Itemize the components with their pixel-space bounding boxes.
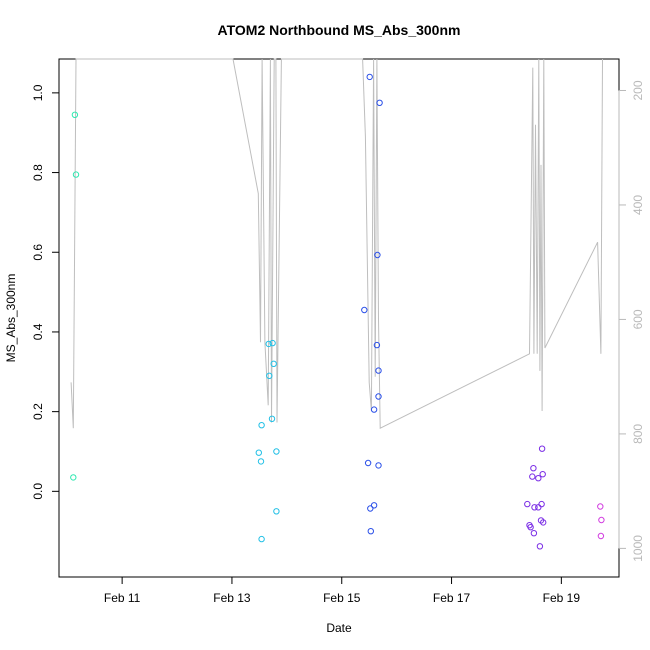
data-point: [370, 502, 378, 509]
y-tick-label: 1.0: [31, 84, 45, 101]
x-tick-label: Feb 19: [543, 591, 581, 605]
y-tick-label: 0.4: [31, 323, 45, 340]
data-point: [530, 465, 537, 472]
x-tick-label: Feb 17: [433, 591, 471, 605]
data-point: [269, 339, 276, 347]
data-point: [266, 372, 273, 379]
x-tick-label: Feb 15: [323, 591, 361, 605]
data-point: [597, 503, 604, 510]
data-point: [376, 99, 383, 107]
data-point: [538, 500, 545, 508]
data-point: [367, 505, 374, 512]
x-axis: Feb 11 Feb 13 Feb 15 Feb 17 Feb 19: [104, 576, 581, 605]
data-point: [538, 445, 546, 452]
x-axis-label: Date: [326, 621, 352, 635]
data-point: [258, 535, 265, 543]
data-point: [273, 448, 280, 455]
data-point: [527, 524, 534, 531]
data-point: [361, 306, 368, 314]
data-point: [255, 449, 262, 456]
y2-tick-label: 800: [631, 424, 645, 444]
data-point: [530, 530, 538, 537]
data-point: [72, 171, 80, 178]
data-point: [536, 543, 544, 550]
data-point: [375, 367, 382, 374]
data-point: [71, 111, 79, 119]
data-point: [540, 519, 547, 526]
y-tick-label: 0.0: [31, 483, 45, 500]
data-point: [367, 528, 374, 535]
data-point: [273, 508, 280, 515]
data-point: [598, 516, 605, 524]
x-tick-label: Feb 11: [104, 591, 141, 605]
data-point: [364, 459, 372, 467]
data-point: [375, 462, 382, 469]
chart-title: ATOM2 Northbound MS_Abs_300nm: [218, 22, 461, 38]
y-axis: 0.0 0.2 0.4 0.6 0.8 1.0: [31, 84, 60, 500]
secondary-y-axis: 200 400 600 800 1000: [618, 80, 645, 562]
data-point: [531, 504, 538, 511]
data-point: [373, 341, 381, 349]
data-point: [529, 473, 536, 480]
data-points: [70, 73, 605, 550]
secondary-series-line: [70, 58, 603, 430]
data-point: [535, 475, 542, 482]
data-point: [597, 532, 605, 540]
x-tick-label: Feb 13: [213, 591, 251, 605]
data-point: [539, 471, 546, 478]
y-tick-label: 0.6: [31, 244, 45, 261]
data-point: [375, 393, 382, 400]
y2-tick-label: 400: [631, 195, 645, 215]
y2-tick-label: 200: [631, 80, 645, 100]
data-point: [258, 422, 265, 429]
data-point: [257, 458, 265, 465]
data-point: [270, 360, 277, 367]
data-point: [370, 406, 378, 413]
y-tick-label: 0.8: [31, 164, 45, 181]
y-axis-label: MS_Abs_300nm: [4, 274, 18, 363]
data-point: [374, 251, 381, 259]
data-point: [268, 415, 276, 422]
data-point: [70, 474, 77, 481]
y-tick-label: 0.2: [31, 403, 45, 420]
data-point: [265, 340, 272, 348]
data-point: [524, 500, 531, 508]
data-point: [535, 504, 542, 511]
data-point: [366, 73, 373, 81]
y2-tick-label: 1000: [631, 535, 645, 562]
series-line: [70, 58, 603, 430]
y2-tick-label: 600: [631, 309, 645, 329]
